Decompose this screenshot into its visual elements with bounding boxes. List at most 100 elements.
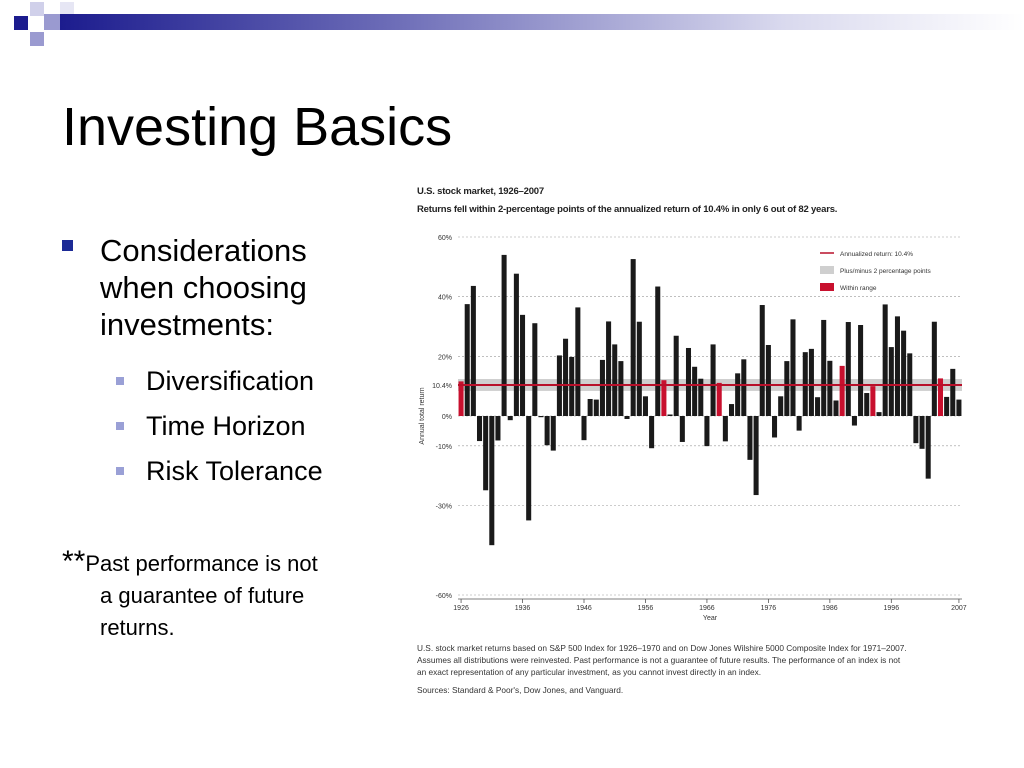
subbullet-square-icon xyxy=(116,422,124,430)
subbullet-text: Risk Tolerance xyxy=(146,456,323,486)
x-tick-label: 1926 xyxy=(453,605,469,612)
y-tick-label: 40% xyxy=(438,295,452,302)
bullet-square-icon xyxy=(62,240,73,251)
deco-square xyxy=(44,14,60,30)
bar-1926 xyxy=(458,381,464,416)
bar-1959 xyxy=(661,380,667,416)
bar-1965 xyxy=(698,378,704,416)
bar-2003 xyxy=(931,321,937,416)
bar-1944 xyxy=(569,356,575,416)
bar-1950 xyxy=(606,321,612,416)
bar-1937 xyxy=(526,416,532,521)
bar-1989 xyxy=(845,322,851,416)
bar-1958 xyxy=(655,286,661,416)
subbullet-text: Diversification xyxy=(146,366,315,396)
bar-1940 xyxy=(544,416,550,446)
footnote-line-3: an exact representation of any particula… xyxy=(417,667,762,677)
bar-1927 xyxy=(464,304,470,416)
bar-1956 xyxy=(642,396,648,416)
bar-1980 xyxy=(790,319,796,416)
bar-1931 xyxy=(489,416,495,546)
y-tick-label: 20% xyxy=(438,354,452,361)
x-tick-label: 1966 xyxy=(699,605,715,612)
bar-1938 xyxy=(532,323,538,416)
x-tick-label: 1996 xyxy=(884,605,900,612)
bar-1935 xyxy=(513,273,519,416)
bar-1946 xyxy=(581,416,587,441)
bar-1996 xyxy=(888,347,894,416)
bar-1939 xyxy=(538,416,544,418)
bar-1974 xyxy=(753,416,759,496)
bar-1978 xyxy=(778,396,784,416)
y-tick-label: 0% xyxy=(442,414,452,421)
bar-1967 xyxy=(710,344,716,416)
bar-1990 xyxy=(851,416,857,426)
y-tick-label: -60% xyxy=(436,593,452,600)
x-tick-label: 1946 xyxy=(576,605,592,612)
bar-1957 xyxy=(649,416,655,449)
deco-square xyxy=(30,2,44,16)
bar-1977 xyxy=(772,416,778,438)
bar-1983 xyxy=(808,348,814,416)
footnote-line-2: Assumes all distributions were reinveste… xyxy=(417,655,901,665)
y-tick-label: -10% xyxy=(436,444,452,451)
y-tick-label: -30% xyxy=(436,504,452,511)
bar-1970 xyxy=(728,404,735,416)
bar-1966 xyxy=(704,416,710,447)
title-decoration xyxy=(0,0,1024,46)
bar-1992 xyxy=(864,393,870,416)
subbullet-text: Time Horizon xyxy=(146,411,306,441)
bar-1964 xyxy=(692,366,698,416)
bar-1976 xyxy=(765,344,771,416)
bar-1991 xyxy=(858,325,864,416)
bar-2001 xyxy=(919,416,925,449)
y-tick-label: 60% xyxy=(438,235,452,242)
bar-1929 xyxy=(476,416,483,442)
bar-1928 xyxy=(470,285,476,416)
legend-label: Annualized return: 10.4% xyxy=(840,251,913,258)
subbullet-diversification: Diversification xyxy=(116,366,314,397)
bar-1945 xyxy=(575,307,581,416)
bar-1969 xyxy=(722,416,728,442)
bar-1997 xyxy=(894,316,900,416)
bar-1961 xyxy=(673,335,679,416)
bar-1984 xyxy=(815,397,821,416)
bar-1934 xyxy=(507,416,513,421)
bar-1953 xyxy=(624,416,630,419)
bar-1979 xyxy=(784,361,790,416)
y-tick-label: 10.4% xyxy=(432,383,452,390)
returns-bar-chart: 60% 40% 20% 10.4% 0% -10% -30% -60% Annual total… xyxy=(419,235,967,622)
bar-1994 xyxy=(876,412,882,416)
x-tick-label: 1976 xyxy=(761,605,777,612)
bar-1943 xyxy=(563,338,569,416)
x-tick-label: 1986 xyxy=(822,605,838,612)
bar-1993 xyxy=(870,386,876,416)
legend-label: Plus/minus 2 percentage points xyxy=(840,268,931,275)
bar-1941 xyxy=(550,416,556,451)
x-tick-label: 1936 xyxy=(515,605,531,612)
footnote-sources: Sources: Standard & Poor's, Dow Jones, a… xyxy=(417,685,624,695)
bar-1930 xyxy=(483,416,489,491)
slide-title: Investing Basics xyxy=(62,97,453,157)
bar-2007 xyxy=(956,399,962,416)
deco-square xyxy=(30,32,44,46)
deco-square xyxy=(14,16,28,30)
bar-2005 xyxy=(944,396,950,416)
bar-1968 xyxy=(716,382,722,416)
bar-1973 xyxy=(747,416,753,460)
bar-1947 xyxy=(587,398,593,416)
footnote-line-1: U.S. stock market returns based on S&P 5… xyxy=(417,643,907,653)
bar-1975 xyxy=(759,305,765,416)
bar-2006 xyxy=(950,368,956,416)
bar-1972 xyxy=(741,359,747,416)
bar-1952 xyxy=(618,361,624,416)
bar-1949 xyxy=(599,359,605,416)
bullet-text: Considerations when choosing investments… xyxy=(100,233,307,342)
bar-2004 xyxy=(937,378,944,416)
note-line-2: a guarantee of future xyxy=(100,583,305,608)
bar-1986 xyxy=(827,360,833,416)
bar-1933 xyxy=(501,254,507,416)
disclaimer-note: **Past performance is not a guarantee of… xyxy=(62,546,402,644)
header-gradient-bar xyxy=(60,14,1024,30)
bar-1963 xyxy=(685,347,692,416)
